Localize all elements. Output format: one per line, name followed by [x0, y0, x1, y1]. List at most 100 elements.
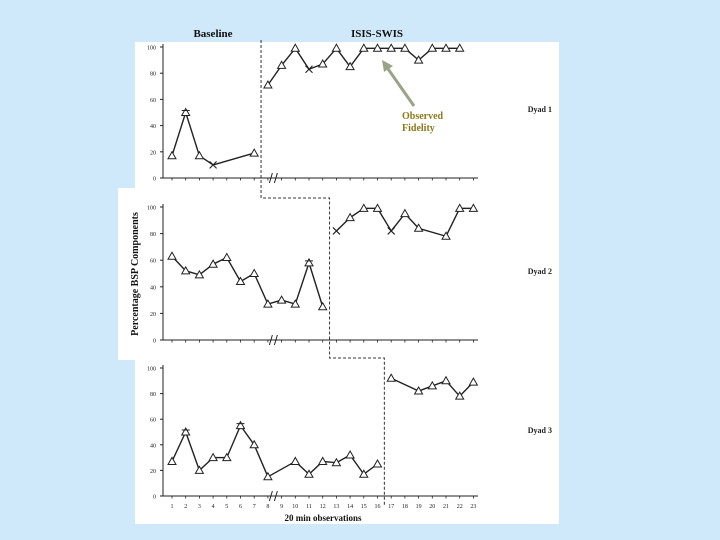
- dyad-2-baseline-point-7: [249, 268, 260, 277]
- x-tick-label: 6: [239, 504, 242, 510]
- dyad-2-baseline-point-6: [235, 276, 246, 285]
- annotation-arrow-shaft: [384, 65, 416, 107]
- dyad-2-intervention-point-17: [387, 227, 396, 235]
- dyad-3-baseline-point-14: [345, 450, 355, 459]
- dyad-3-baseline-segment: [253, 444, 269, 478]
- dyad-2-intervention-point-19: [413, 223, 424, 232]
- x-axis-label: 20 min observations: [284, 513, 362, 523]
- dyad-2-baseline-point-9: [276, 295, 287, 304]
- dyad-3-intervention-point-21: [441, 375, 451, 385]
- dyad-1-intervention-point-20: [427, 43, 438, 52]
- annotation-fidelity: Fidelity: [402, 123, 435, 134]
- chart-background: [135, 42, 559, 524]
- dyad-3-y-tick-label: 80: [150, 392, 156, 398]
- dyad-3-intervention-point-19: [413, 386, 424, 395]
- x-tick-label: 13: [333, 504, 339, 510]
- dyad-3-baseline-point-4: [208, 452, 218, 462]
- dyad-2-baseline-segment: [294, 262, 310, 305]
- dyad-1-label: Dyad 1: [528, 105, 552, 114]
- dyad-2-baseline-segment: [253, 273, 269, 305]
- x-tick-label: 23: [470, 504, 476, 510]
- annotation-observed: Observed: [402, 111, 444, 122]
- dyad-1-axis-break: [268, 172, 278, 184]
- dyad-1-baseline-point-1: [167, 150, 177, 160]
- dyad-3-baseline-segment: [226, 425, 242, 458]
- x-tick-label: 10: [292, 504, 298, 510]
- dyad-2-baseline-point-12: [317, 301, 328, 311]
- dyad-2-label: Dyad 2: [528, 267, 552, 276]
- ylabel-background: [118, 188, 138, 360]
- dyad-3-label: Dyad 3: [528, 426, 552, 435]
- dyad-2-axis-break: [268, 334, 278, 346]
- x-tick-label: 7: [253, 504, 256, 510]
- dyad-2-intervention-point-14: [345, 212, 355, 222]
- dyad-2-y-tick-label: 80: [150, 232, 156, 238]
- dyad-1-baseline-segment: [212, 152, 255, 166]
- dyad-2-baseline-point-8: [263, 299, 273, 308]
- dyad-2-intervention-segment: [418, 227, 447, 237]
- plot-area: 0 20 40 60 80 100 Dyad 1 0 20 40 60 80 100 Dyad 2 0 20 4…: [147, 40, 552, 510]
- dyad-2-y-tick-label: 0: [153, 339, 156, 345]
- dyad-3-baseline-point-8: [263, 471, 273, 481]
- dyad-1-baseline-segment: [185, 112, 201, 156]
- dyad-2-baseline-point-10: [290, 299, 301, 308]
- dyad-2-intervention-point-18: [400, 208, 410, 218]
- dyad-2-intervention-point-22: [454, 203, 465, 212]
- dyad-3-baseline-point-6: [235, 420, 246, 430]
- x-tick-label: 3: [198, 504, 201, 510]
- dyad-1-intervention-point-9: [276, 60, 287, 69]
- dyad-2-intervention-point-15: [358, 203, 369, 212]
- dyad-1-y-tick-label: 100: [147, 46, 156, 52]
- dyad-2-y-tick-label: 20: [150, 312, 156, 318]
- dyad-2-baseline-point-2: [180, 265, 191, 275]
- x-tick-label: 14: [347, 504, 353, 510]
- dyad-3-baseline-point-7: [249, 439, 260, 449]
- dyad-1-intervention-point-21: [441, 43, 451, 52]
- phase-label-intervention: ISIS-SWIS: [351, 28, 403, 40]
- x-tick-label: 15: [361, 504, 367, 510]
- dyad-1-intervention-point-14: [345, 61, 355, 71]
- x-tick-label: 8: [266, 504, 269, 510]
- x-tick-label: 11: [306, 504, 312, 510]
- dyad-3-baseline-point-2: [180, 426, 191, 436]
- annotation-arrow-head: [382, 60, 393, 72]
- dyad-1-intervention-point-8: [263, 79, 273, 89]
- dyad-2-baseline-point-4: [208, 259, 218, 268]
- dyad-1-baseline-segment: [171, 112, 187, 156]
- dyad-3-baseline-point-5: [221, 452, 232, 462]
- dyad-2-baseline-point-11: [304, 257, 314, 267]
- dyad-2-baseline-segment: [308, 262, 324, 307]
- x-tick-label: 9: [280, 504, 283, 510]
- dyad-1-intervention-point-16: [372, 43, 383, 52]
- phase-change-line: [260, 40, 385, 505]
- dyad-1-y-tick-label: 60: [150, 98, 156, 104]
- dyad-2-intervention-point-16: [372, 203, 383, 212]
- dyad-3-baseline-segment: [267, 460, 296, 478]
- x-tick-label: 19: [416, 504, 422, 510]
- dyad-3-axis-break: [268, 490, 278, 502]
- dyad-3-baseline-point-13: [331, 457, 342, 467]
- dyad-1-y-tick-label: 0: [153, 177, 156, 183]
- dyad-2-baseline-point-3: [194, 269, 205, 279]
- dyad-2-y-tick-label: 60: [150, 259, 156, 265]
- dyad-1-y-tick-label: 80: [150, 72, 156, 78]
- dyad-3-y-tick-label: 100: [147, 367, 156, 373]
- phase-label-baseline: Baseline: [193, 28, 232, 40]
- dyad-1-intervention-point-10: [290, 43, 301, 52]
- dyad-2-y-tick-label: 40: [150, 285, 156, 291]
- dyad-2-intervention-point-13: [332, 227, 341, 235]
- dyad-2-intervention-point-23: [468, 203, 479, 212]
- dyad-3-baseline-segment: [185, 431, 201, 471]
- dyad-1-baseline-point-4: [209, 161, 217, 169]
- x-tick-label: 4: [212, 504, 215, 510]
- x-tick-label: 20: [429, 504, 435, 510]
- y-axis-label: Percentage BSP Components: [130, 212, 141, 336]
- x-tick-label: 2: [184, 504, 187, 510]
- x-tick-label: 17: [388, 504, 394, 510]
- x-tick-label: 21: [443, 504, 449, 510]
- dyad-1-intervention-point-18: [400, 43, 410, 52]
- dyad-3-intervention-point-23: [468, 377, 479, 386]
- dyad-2-intervention-point-21: [441, 231, 451, 240]
- dyad-2-y-tick-label: 100: [147, 206, 156, 212]
